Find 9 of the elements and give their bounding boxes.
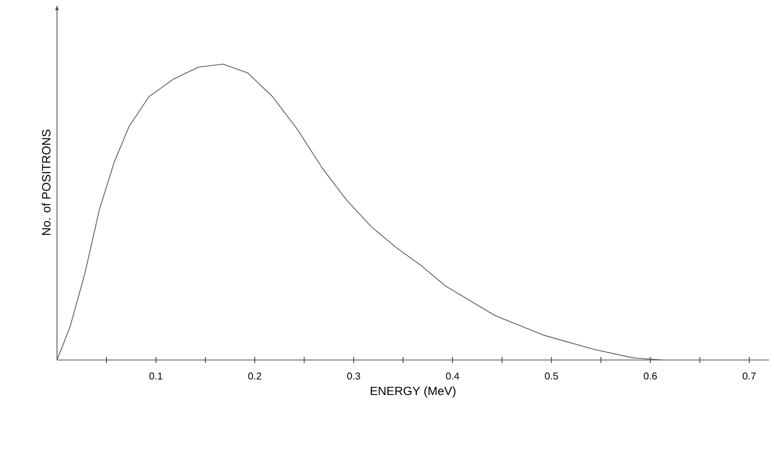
x-tick-label: 0.6 bbox=[644, 372, 657, 380]
y-axis-title: No. of POSITRONS bbox=[42, 130, 50, 235]
x-tick-label: 0.2 bbox=[248, 372, 262, 380]
x-tick-label: 0.3 bbox=[347, 372, 360, 380]
x-tick-label: 0.5 bbox=[544, 372, 558, 380]
x-tick-label: 0.7 bbox=[742, 372, 756, 380]
x-axis-title: ENERGY (MeV) bbox=[370, 386, 456, 398]
x-tick-label: 0.4 bbox=[446, 372, 460, 380]
x-tick-label: 0.1 bbox=[149, 372, 162, 380]
